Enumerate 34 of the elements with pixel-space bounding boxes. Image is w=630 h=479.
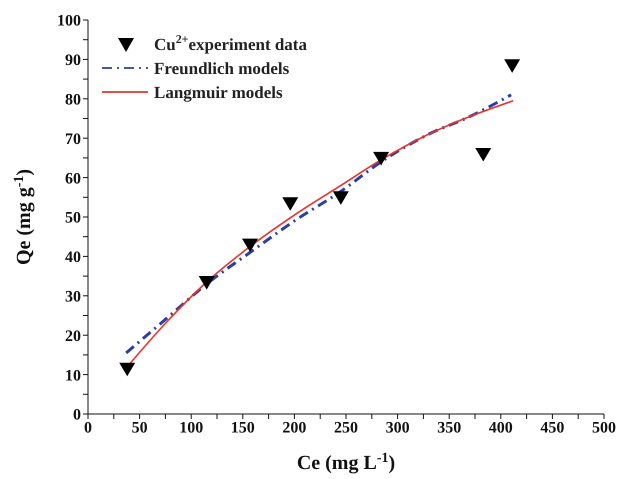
y-tick-label: 0 xyxy=(73,406,81,424)
x-tick-label: 400 xyxy=(488,419,513,436)
x-tick-label: 100 xyxy=(179,419,204,436)
y-tick-label: 30 xyxy=(65,288,81,306)
point xyxy=(119,362,136,376)
point xyxy=(282,197,298,211)
point xyxy=(475,148,492,162)
x-tick-label: 300 xyxy=(386,419,410,436)
y-tick-label: 50 xyxy=(65,210,81,227)
y-tick-label: 10 xyxy=(65,367,81,384)
point xyxy=(242,238,258,252)
legend-label: Cu$^{2+}$experiment data xyxy=(154,32,308,54)
x-tick-label: 450 xyxy=(540,419,564,436)
y-tick-label: 100 xyxy=(57,12,81,30)
y-tick-label: 70 xyxy=(65,130,81,148)
y-tick-label: 90 xyxy=(65,52,81,70)
x-tick-label: 500 xyxy=(592,419,616,436)
legend-label: Freundlich models xyxy=(154,59,290,78)
x-tick-label: 50 xyxy=(132,419,148,436)
x-tick-label: 200 xyxy=(282,419,306,436)
x-tick-label: 150 xyxy=(230,419,255,436)
x-tick-label: 250 xyxy=(334,419,358,436)
point xyxy=(332,191,349,205)
x-tick-label: 0 xyxy=(84,419,92,436)
x-axis-title: Ce (mg L$^{-1}$) xyxy=(296,450,396,474)
y-tick-label: 60 xyxy=(65,170,81,188)
x-tick-label: 350 xyxy=(437,419,462,436)
point xyxy=(198,276,215,290)
point xyxy=(504,59,520,73)
point xyxy=(373,152,390,166)
y-tick-label: 40 xyxy=(65,249,81,266)
y-tick-label: 20 xyxy=(65,328,81,345)
y-tick-label: 80 xyxy=(65,91,81,108)
legend-label: Langmuir models xyxy=(154,83,284,102)
